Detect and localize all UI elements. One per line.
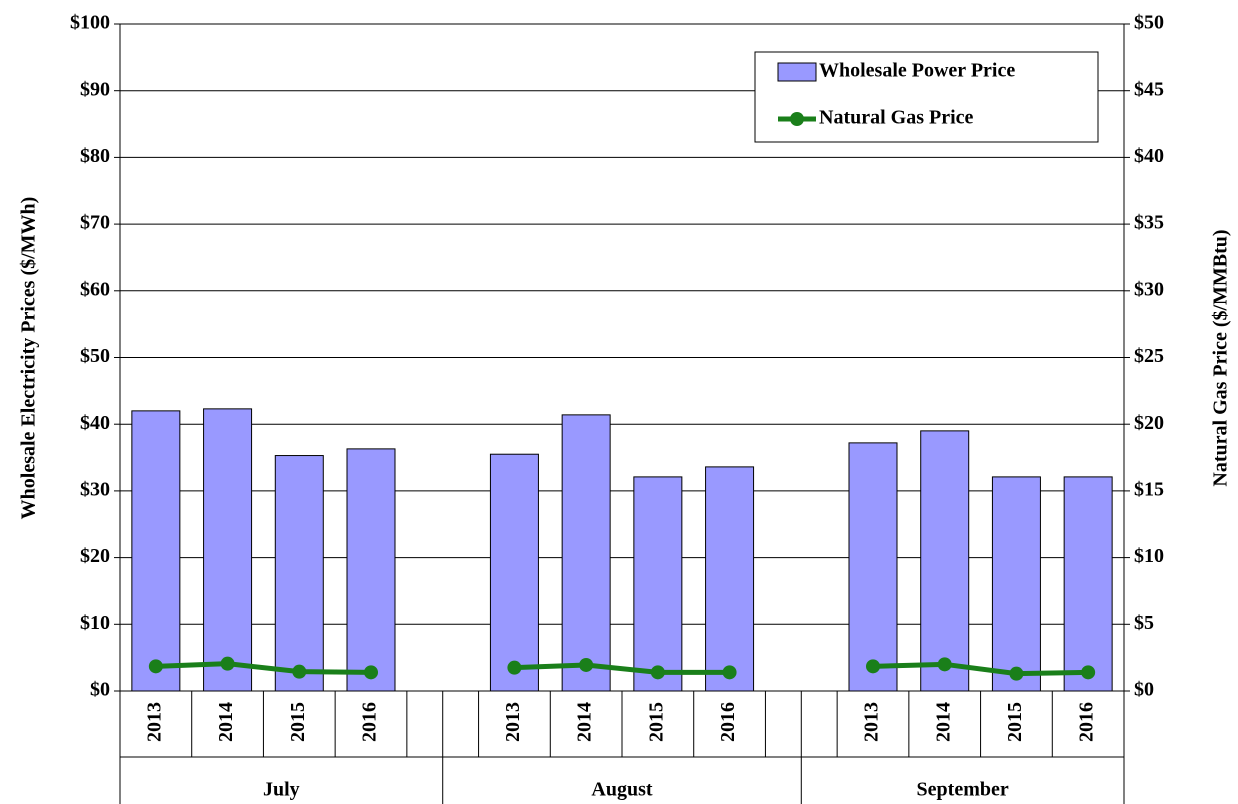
- group-label: September: [917, 779, 1009, 801]
- line-marker: [220, 656, 235, 671]
- bar: [131, 410, 181, 692]
- legend-swatch-marker: [790, 112, 804, 126]
- y-tick-label: $20: [80, 545, 110, 567]
- x-tick-label: 2016: [717, 702, 739, 742]
- y2-tick-label: $10: [1134, 545, 1164, 567]
- y-axis-title: Wholesale Electricity Prices ($/MWh): [18, 197, 40, 520]
- x-tick-label: 2015: [1004, 702, 1026, 742]
- legend-swatch: [777, 62, 817, 82]
- legend-label: Natural Gas Price: [819, 107, 974, 129]
- y-tick-label: $30: [80, 478, 110, 500]
- line-marker: [148, 659, 163, 674]
- x-tick-label: 2013: [502, 702, 524, 742]
- line-marker: [292, 664, 307, 679]
- group-label: August: [591, 779, 652, 801]
- x-tick-label: 2013: [861, 702, 883, 742]
- bar: [633, 476, 683, 692]
- bar: [848, 442, 898, 692]
- x-tick-label: 2015: [287, 702, 309, 742]
- y-tick-label: $60: [80, 278, 110, 300]
- group-label: July: [263, 779, 300, 801]
- y-tick-label: $0: [90, 679, 110, 701]
- y-tick-label: $50: [80, 345, 110, 367]
- x-tick-label: 2014: [215, 702, 237, 742]
- line-marker: [1081, 665, 1096, 680]
- legend-label: Wholesale Power Price: [819, 60, 1015, 82]
- y-tick-label: $90: [80, 78, 110, 100]
- y2-tick-label: $45: [1134, 78, 1164, 100]
- bar: [203, 408, 253, 692]
- bar: [561, 414, 611, 692]
- y2-tick-label: $35: [1134, 212, 1164, 234]
- y2-tick-label: $50: [1134, 12, 1164, 34]
- y2-tick-label: $15: [1134, 478, 1164, 500]
- y2-tick-label: $0: [1134, 679, 1154, 701]
- y-tick-label: $70: [80, 212, 110, 234]
- line-marker: [1009, 666, 1024, 681]
- y-tick-label: $10: [80, 612, 110, 634]
- x-tick-label: 2013: [143, 702, 165, 742]
- y2-tick-label: $30: [1134, 278, 1164, 300]
- x-tick-label: 2016: [359, 702, 381, 742]
- line-marker: [507, 660, 522, 675]
- x-tick-label: 2015: [645, 702, 667, 742]
- line-marker: [579, 657, 594, 672]
- line-marker: [866, 659, 880, 674]
- bar: [489, 453, 539, 692]
- y2-tick-label: $5: [1134, 612, 1154, 634]
- y2-axis-title: Natural Gas Price ($/MMBtu): [1210, 229, 1232, 486]
- line: [155, 661, 1089, 677]
- x-tick-label: 2014: [932, 702, 954, 742]
- x-tick-label: 2016: [1076, 702, 1098, 742]
- y-tick-label: $80: [80, 145, 110, 167]
- y2-tick-label: $25: [1134, 345, 1164, 367]
- bar: [1063, 476, 1113, 692]
- y-tick-label: $40: [80, 412, 110, 434]
- bar: [274, 455, 324, 692]
- line-marker: [722, 665, 737, 680]
- bar: [705, 466, 755, 692]
- x-tick-label: 2014: [574, 702, 596, 742]
- bar: [920, 430, 970, 692]
- bar: [346, 448, 396, 692]
- line-marker: [650, 665, 665, 680]
- y2-tick-label: $20: [1134, 412, 1164, 434]
- line-marker: [364, 665, 378, 680]
- line-marker: [937, 657, 952, 672]
- y-tick-label: $100: [70, 12, 110, 34]
- bar: [991, 476, 1041, 692]
- y2-tick-label: $40: [1134, 145, 1164, 167]
